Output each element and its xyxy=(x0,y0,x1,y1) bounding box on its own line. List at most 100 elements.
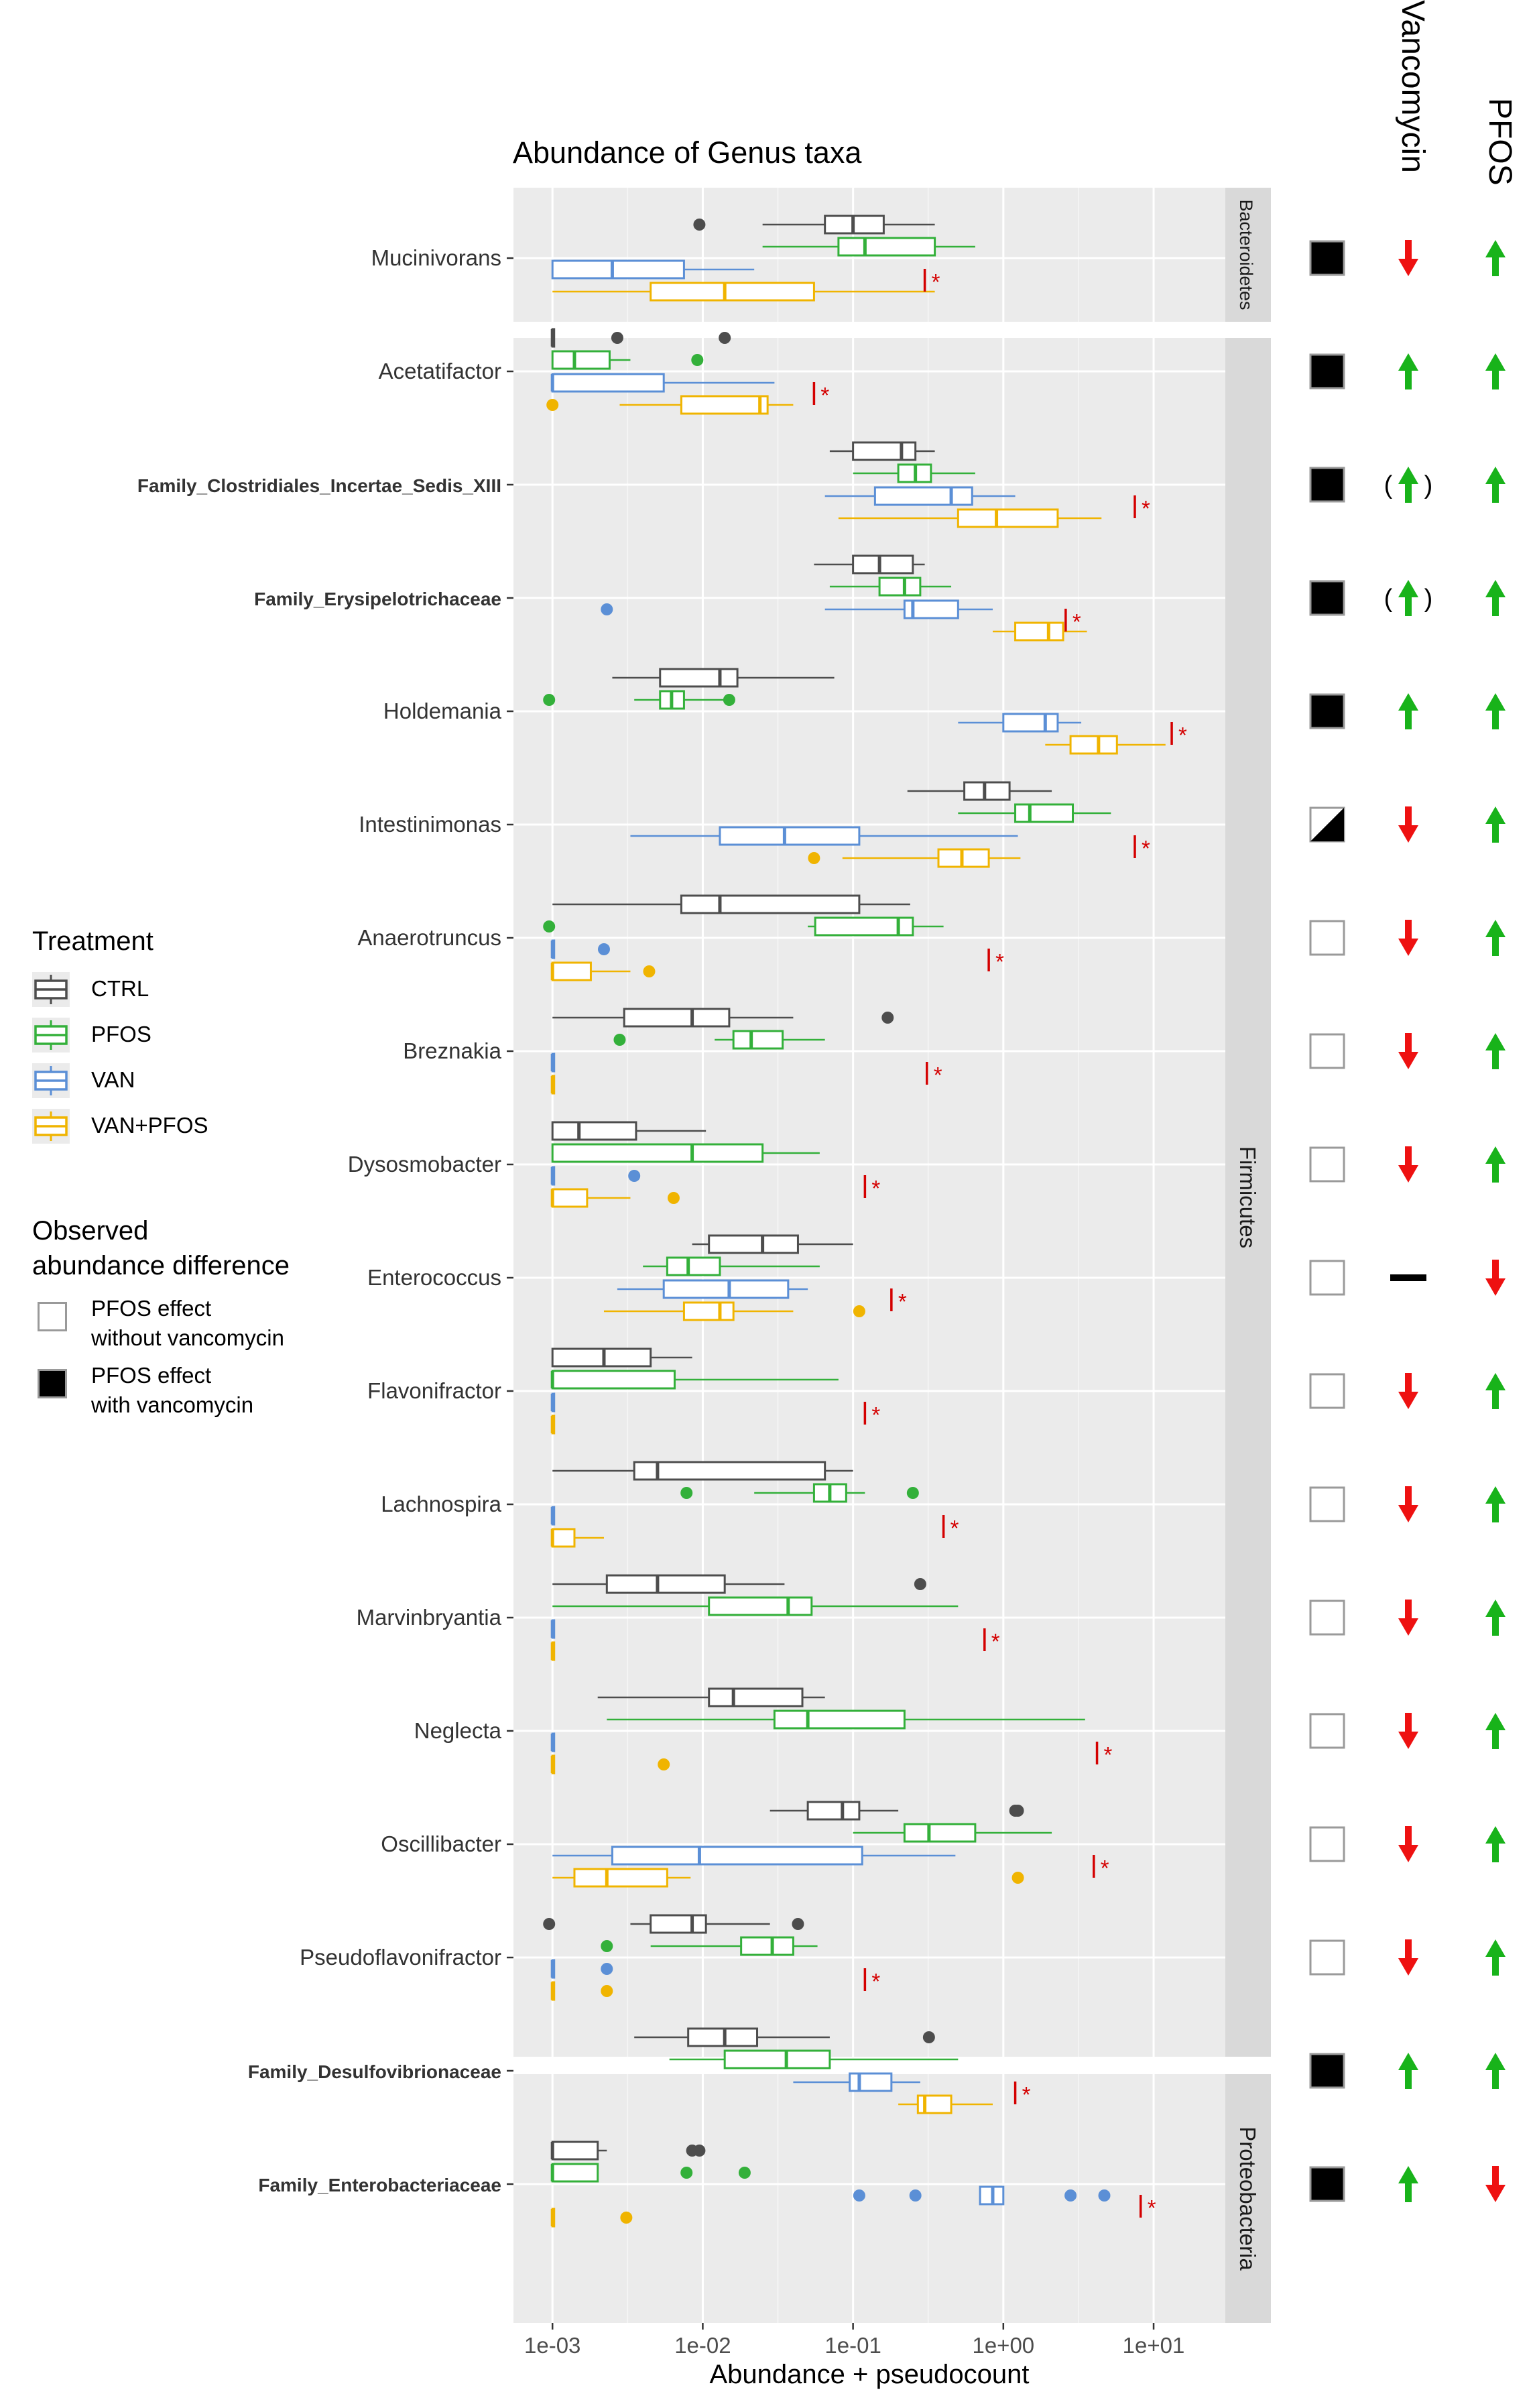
box xyxy=(937,848,990,868)
taxon-family-clostridiales-incertae-sedis-xiii: Family_Clostridiales_Incertae_Sedis_XIII… xyxy=(137,441,1150,528)
significance-star: * xyxy=(1142,496,1150,521)
box-van-pfos xyxy=(550,1981,613,2001)
effect-row: () xyxy=(1309,467,1506,503)
outlier-point xyxy=(1011,1872,1024,1884)
box xyxy=(551,2141,599,2161)
box-pfos xyxy=(543,916,944,937)
box-ctrl xyxy=(552,1008,894,1028)
significance-star: * xyxy=(991,1629,1000,1654)
effect-row xyxy=(1309,1939,1506,1976)
box-van-pfos xyxy=(838,508,1102,528)
vancomycin-up-arrow-icon xyxy=(1398,467,1418,503)
x-axis: 1e-03 1e-02 1e-01 1e+00 1e+01 xyxy=(524,2323,1184,2358)
vancomycin-down-arrow-icon xyxy=(1398,1600,1418,1636)
box xyxy=(814,916,914,937)
box xyxy=(957,508,1059,528)
box-pfos xyxy=(958,803,1111,823)
outlier-point xyxy=(643,965,656,977)
box xyxy=(1014,621,1064,642)
effect-row xyxy=(1309,1146,1506,1183)
outlier-point xyxy=(546,399,559,411)
vancomycin-down-arrow-icon xyxy=(1398,1939,1418,1976)
effect-row xyxy=(1309,1826,1506,1862)
taxon-anaerotruncus: Anaerotruncus * xyxy=(357,894,1004,981)
pfos-down-arrow-icon xyxy=(1485,1260,1506,1296)
taxon-family-enterobacteriaceae: Family_Enterobacteriaceae * xyxy=(258,2141,1156,2228)
box xyxy=(837,237,936,257)
pfos-up-arrow-icon xyxy=(1485,1939,1506,1976)
effect-black-square xyxy=(1309,240,1345,276)
pfos-up-arrow-icon xyxy=(1485,1713,1506,1749)
box-pfos xyxy=(669,2049,959,2069)
box-pfos xyxy=(762,237,975,257)
box xyxy=(551,259,685,280)
box-pfos xyxy=(552,1596,959,1616)
box-van xyxy=(958,713,1082,733)
outlier-point xyxy=(906,1487,919,1499)
outlier-point xyxy=(543,1918,556,1930)
box xyxy=(551,1188,589,1208)
box xyxy=(852,554,914,575)
effect-black-square xyxy=(1309,2053,1345,2089)
pfos-up-arrow-icon xyxy=(1485,467,1506,503)
effect-white-square xyxy=(1309,1486,1345,1522)
outlier-point xyxy=(667,1192,680,1204)
box xyxy=(551,1143,764,1163)
box-van xyxy=(550,1166,641,1186)
significance-star: * xyxy=(820,383,829,408)
box-pfos xyxy=(829,577,952,597)
significance-star: * xyxy=(1142,836,1150,861)
outlier-point xyxy=(1064,2189,1077,2202)
taxon-neglecta: Neglecta * xyxy=(414,1687,1113,1774)
box xyxy=(680,395,769,415)
outlier-point xyxy=(738,2167,751,2179)
legend-label-van-pfos: VAN+PFOS xyxy=(91,1113,208,1138)
effect-white-square xyxy=(1309,1713,1345,1749)
box xyxy=(680,894,861,914)
legend-key-white-square xyxy=(38,1302,67,1331)
box-van xyxy=(793,2072,920,2092)
box-van xyxy=(601,599,993,619)
effect-black-square xyxy=(1309,693,1345,729)
outlier-point xyxy=(620,2212,633,2224)
pfos-up-arrow-icon xyxy=(1485,240,1506,276)
vancomycin-down-arrow-icon xyxy=(1398,1033,1418,1069)
y-tick-label: Lachnospira xyxy=(381,1492,501,1516)
taxon-acetatifactor: Acetatifactor * xyxy=(379,328,829,415)
box-van-pfos xyxy=(550,2208,633,2228)
outlier-point xyxy=(1098,2189,1111,2202)
vancomycin-down-arrow-icon xyxy=(1398,1713,1418,1749)
legend-label-without-1: PFOS effect xyxy=(91,1296,212,1321)
panel-bacteroidetes: Bacteroidetes Mucinivorans * xyxy=(371,188,1271,322)
taxon-holdemania: Holdemania * xyxy=(383,668,1187,755)
vancomycin-up-arrow-icon xyxy=(1398,580,1418,616)
box xyxy=(708,1687,804,1707)
box-van xyxy=(853,2185,1111,2206)
panel-firmicutes: FirmicutesAcetatifactor*Family_Clostridi… xyxy=(137,328,1271,2057)
y-tick-label: Holdemania xyxy=(383,699,502,723)
box xyxy=(723,2049,831,2069)
taxon-intestinimonas: Intestinimonas * xyxy=(359,781,1150,868)
box-ctrl xyxy=(543,1914,804,1934)
pfos-up-arrow-icon xyxy=(1485,1826,1506,1862)
box-pfos xyxy=(607,1709,1085,1730)
outlier-point xyxy=(719,332,731,344)
outlier-point xyxy=(914,1578,926,1590)
x-tick-label: 1e+01 xyxy=(1123,2333,1185,2358)
y-tick-label: Family_Desulfovibrionaceae xyxy=(248,2061,501,2082)
box xyxy=(573,1868,668,1888)
box-van-pfos xyxy=(550,1528,604,1548)
effect-row xyxy=(1309,240,1506,276)
box-pfos xyxy=(550,1370,839,1390)
vancomycin-up-arrow-icon xyxy=(1398,2166,1418,2202)
effect-row xyxy=(1309,1033,1506,1069)
pfos-up-arrow-icon xyxy=(1485,920,1506,956)
effect-row xyxy=(1309,2166,1506,2202)
box xyxy=(852,441,917,461)
box xyxy=(659,668,739,688)
outlier-point xyxy=(601,1963,613,1975)
taxon-oscillibacter: Oscillibacter * xyxy=(381,1801,1109,1888)
pfos-up-arrow-icon xyxy=(1485,1146,1506,1183)
y-tick-label: Acetatifactor xyxy=(379,359,501,383)
box xyxy=(708,1596,813,1616)
